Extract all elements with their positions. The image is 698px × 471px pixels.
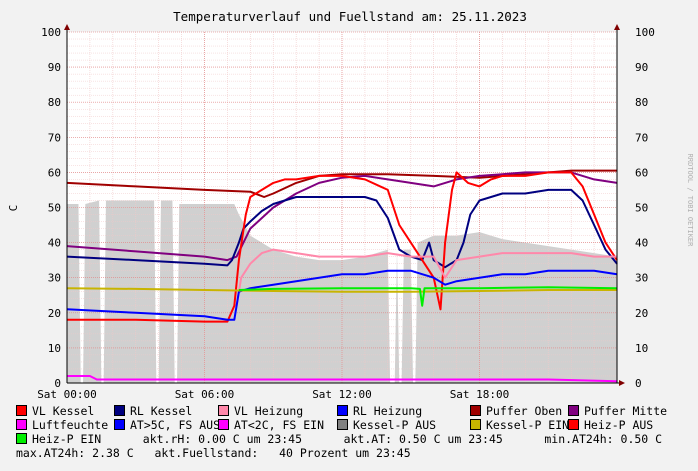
legend-item: Puffer Mitte	[568, 404, 667, 418]
y-tick-label: 10	[48, 342, 61, 355]
y-tick-label-right: 20	[635, 307, 648, 320]
legend-item: AT<2C, FS EIN	[218, 418, 324, 432]
y-tick-label: 60	[48, 166, 61, 179]
series-line	[66, 171, 618, 262]
legend-label: VL Kessel	[32, 404, 95, 418]
x-tick-label: Sat 06:00	[175, 388, 235, 401]
legend-swatch	[114, 405, 125, 416]
y-tick-label: 70	[48, 131, 61, 144]
legend-item: RL Heizung	[337, 404, 422, 418]
series-line	[235, 248, 617, 306]
legend-label: RL Kessel	[130, 404, 193, 418]
y-axis-label: C	[7, 205, 20, 212]
y-tick-label: 90	[48, 61, 61, 74]
legend-label: RL Heizung	[353, 404, 423, 418]
legend-item: Kessel-P EIN	[470, 418, 569, 432]
y-tick-label-right: 40	[635, 237, 648, 250]
legend-label: VL Heizung	[234, 404, 304, 418]
legend-item: Luftfeuchte	[16, 418, 108, 432]
legend-label: Heiz-P AUS	[584, 418, 654, 432]
y-tick-label-right: 60	[635, 166, 648, 179]
legend-label: Kessel-P AUS	[353, 418, 437, 432]
legend-label: Puffer Mitte	[584, 404, 668, 418]
legend-swatch	[218, 419, 229, 430]
x-tick-label: Sat 12:00	[312, 388, 372, 401]
legend-item: Puffer Oben	[470, 404, 562, 418]
legend-row-3: Heiz-P EIN akt.rH: 0.00 C um 23:45 akt.A…	[16, 432, 662, 446]
legend-row-4: max.AT24h: 2.38 C akt.Fuellstand: 40 Pro…	[16, 446, 411, 460]
y-tick-label: 80	[48, 96, 61, 109]
y-tick-label: 50	[48, 202, 61, 215]
x-tick-label: Sat 18:00	[450, 388, 510, 401]
legend-swatch	[568, 419, 579, 430]
x-axis-arrow	[619, 380, 625, 386]
y-tick-label-right: 30	[635, 272, 648, 285]
legend-swatch	[470, 405, 481, 416]
legend-swatch	[337, 419, 348, 430]
legend-swatch	[568, 405, 579, 416]
series-line	[66, 269, 618, 321]
y-tick-label-right: 10	[635, 342, 648, 355]
legend-label: AT<2C, FS EIN	[234, 418, 325, 432]
legend-label: Heiz-P EIN	[32, 432, 102, 446]
legend-label: Luftfeuchte	[32, 418, 109, 432]
legend-item: Heiz-P AUS	[568, 418, 653, 432]
legend-item: Kessel-P AUS	[337, 418, 436, 432]
current-values-text: akt.rH: 0.00 C um 23:45 akt.AT: 0.50 C u…	[101, 432, 663, 446]
y-tick-label: 30	[48, 272, 61, 285]
y-tick-label-right: 80	[635, 96, 648, 109]
legend-swatch	[337, 405, 348, 416]
y-tick-label: 40	[48, 237, 61, 250]
y-tick-label-right: 0	[635, 377, 642, 390]
legend-label: Kessel-P EIN	[486, 418, 570, 432]
y-tick-label: 0	[54, 377, 61, 390]
series-line	[238, 286, 618, 307]
y-tick-label: 100	[41, 26, 61, 39]
y-tick-label-right: 50	[635, 202, 648, 215]
y-axis-arrow	[64, 24, 70, 30]
summary-text: max.AT24h: 2.38 C akt.Fuellstand: 40 Pro…	[16, 446, 411, 460]
series-line	[67, 375, 618, 383]
y-tick-label-right: 100	[635, 26, 655, 39]
legend-item: AT>5C, FS AUS	[114, 418, 220, 432]
watermark: RRDTOOL / TOBI OETIKER	[686, 154, 694, 248]
series-line	[66, 287, 617, 293]
chart-title: Temperaturverlauf und Fuellstand am: 25.…	[173, 9, 527, 24]
legend-label: AT>5C, FS AUS	[130, 418, 221, 432]
y-tick-label-right: 70	[635, 131, 648, 144]
plot-area: 0 0 10 10 20 20 30 30 40 40 50 50 60 60 70 70 80 80 90 90 10…	[37, 24, 655, 401]
y-tick-label: 20	[48, 307, 61, 320]
y-axis-arrow-right	[614, 24, 620, 30]
legend-item: VL Kessel	[16, 404, 94, 418]
legend-swatch	[16, 433, 27, 444]
legend-swatch	[218, 405, 229, 416]
legend-item: RL Kessel	[114, 404, 192, 418]
legend-item: VL Heizung	[218, 404, 303, 418]
legend-label: Puffer Oben	[486, 404, 563, 418]
x-tick-label: Sat 00:00	[37, 388, 97, 401]
legend-swatch	[470, 419, 481, 430]
legend-swatch	[16, 405, 27, 416]
legend-swatch	[114, 419, 125, 430]
legend-swatch	[16, 419, 27, 430]
y-tick-label-right: 90	[635, 61, 648, 74]
series-line	[67, 171, 618, 323]
